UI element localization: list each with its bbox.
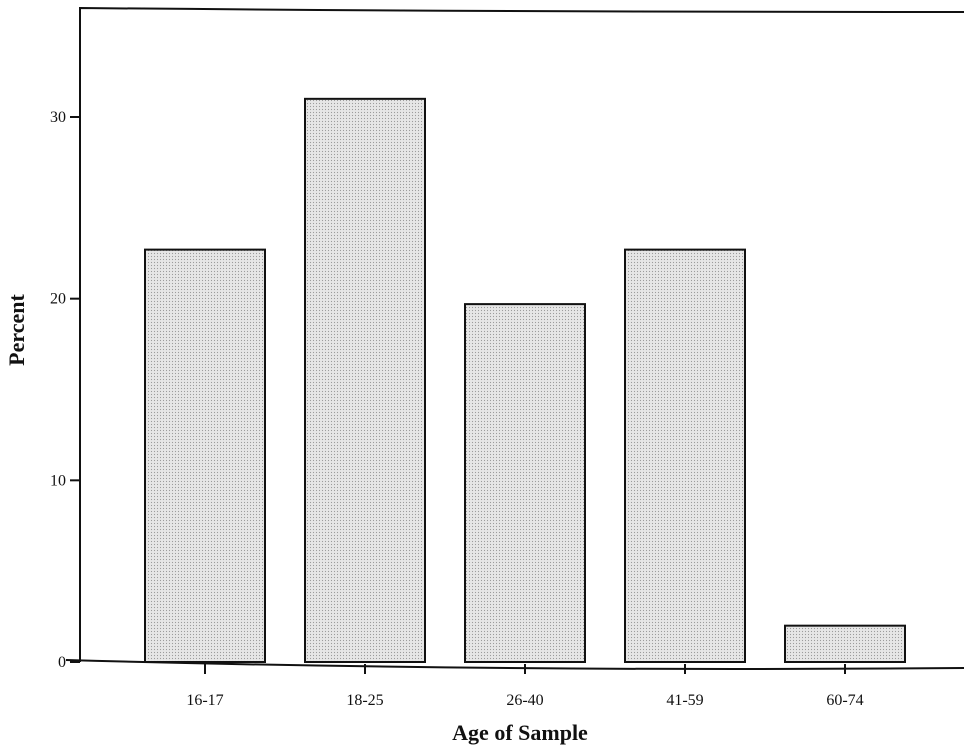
y-tick-label: 0 [58,654,66,671]
x-axis-title: Age of Sample [452,720,588,745]
x-tick-label: 41-59 [666,692,703,709]
bars-group [145,99,905,662]
x-tick-label: 16-17 [186,692,223,709]
y-tick-label: 30 [50,109,66,126]
y-axis-title: Percent [4,294,29,366]
x-axis-ticks: 16-17 18-25 26-40 41-59 60-74 [186,664,863,709]
x-tick-label: 18-25 [346,692,383,709]
bar-16-17 [145,250,265,662]
bar-26-40 [465,304,585,662]
bar-60-74 [785,626,905,662]
y-tick-label: 10 [50,472,66,489]
y-axis-ticks: 0 10 20 30 [50,109,80,671]
x-tick-label: 60-74 [826,692,863,709]
bar-41-59 [625,250,745,662]
bar-18-25 [305,99,425,662]
y-tick-label: 20 [50,291,66,308]
x-tick-label: 26-40 [506,692,543,709]
